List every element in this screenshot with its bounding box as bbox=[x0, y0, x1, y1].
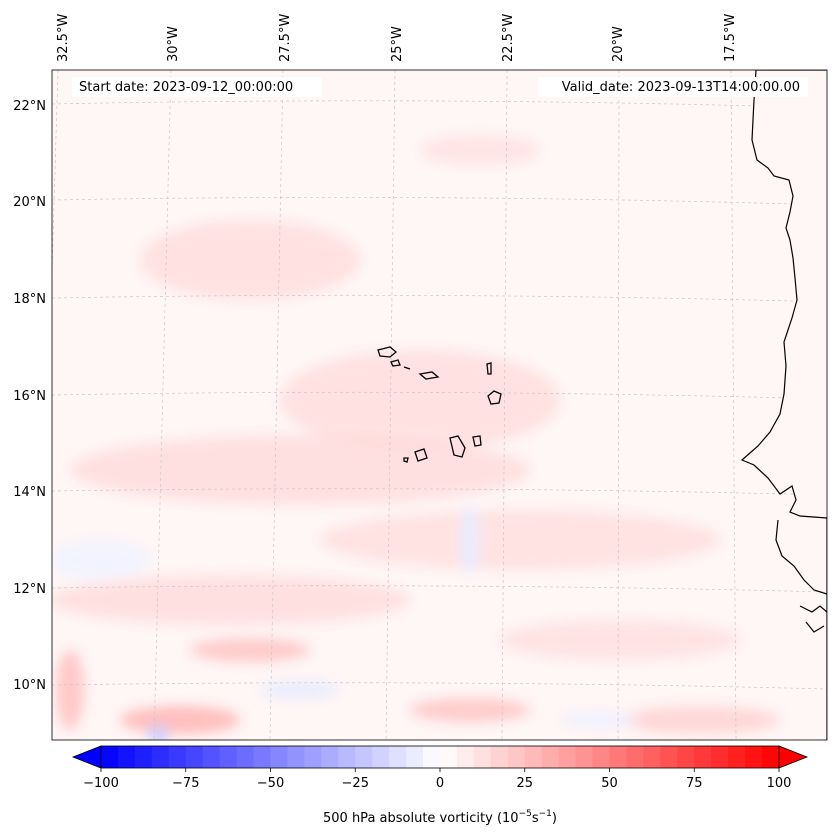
colorbar-segment bbox=[490, 746, 509, 768]
colorbar-segment bbox=[558, 746, 577, 768]
colorbar-tick-label: −25 bbox=[342, 776, 369, 791]
colorbar-tick-label: 75 bbox=[686, 776, 703, 791]
colorbar-segment bbox=[321, 746, 339, 768]
colorbar-tick-label: 0 bbox=[436, 776, 444, 791]
colorbar-tick-label: 25 bbox=[516, 776, 533, 791]
colorbar-segment bbox=[423, 746, 441, 768]
colorbar-tick-label: −75 bbox=[172, 776, 199, 791]
colorbar-segment bbox=[134, 746, 153, 768]
colorbar-segment bbox=[117, 746, 136, 768]
colorbar-segment bbox=[524, 746, 543, 768]
lon-label-17-5w: 17.5°W bbox=[723, 14, 738, 62]
longitude-labels: 32.5°W 30°W 27.5°W 25°W 22.5°W 20°W 17.5… bbox=[56, 14, 738, 62]
lon-label-25w: 25°W bbox=[390, 26, 405, 62]
colorbar-tick-label: 50 bbox=[601, 776, 618, 791]
africa-coastline bbox=[740, 70, 827, 740]
map-panel: Start date: 2023-09-12_00:00:00 Valid_da… bbox=[52, 70, 827, 740]
colorbar-segment bbox=[745, 746, 763, 768]
colorbar-segment bbox=[711, 746, 729, 768]
graticule bbox=[52, 70, 827, 740]
lat-label-16n: 16°N bbox=[13, 389, 46, 404]
colorbar-segment bbox=[253, 746, 272, 768]
lon-label-30w: 30°W bbox=[166, 26, 181, 62]
colorbar-segment bbox=[728, 746, 746, 768]
colorbar-segment bbox=[677, 746, 695, 768]
lat-label-14n: 14°N bbox=[13, 485, 46, 500]
colorbar-segment bbox=[270, 746, 289, 768]
colorbar-segment bbox=[101, 746, 119, 768]
start-date-label: Start date: 2023-09-12_00:00:00 bbox=[79, 80, 293, 95]
colorbar-segment bbox=[389, 746, 407, 768]
colorbar-segment bbox=[406, 746, 424, 768]
colorbar-low-extend bbox=[71, 745, 102, 769]
senegal-gambia-coast bbox=[775, 519, 827, 633]
colorbar-segments bbox=[101, 746, 780, 768]
latitude-labels: 22°N 20°N 18°N 16°N 14°N 12°N 10°N bbox=[13, 99, 46, 693]
colorbar-tick-label: −100 bbox=[83, 776, 119, 791]
colorbar: −100 −75 −50 −25 0 25 50 75 100 500 hPa absolute… bbox=[71, 745, 809, 826]
colorbar-segment bbox=[507, 746, 526, 768]
lat-label-18n: 18°N bbox=[13, 292, 46, 307]
colorbar-segment bbox=[355, 746, 373, 768]
colorbar-segment bbox=[151, 746, 170, 768]
colorbar-segment bbox=[372, 746, 390, 768]
colorbar-segment bbox=[541, 746, 560, 768]
colorbar-segment bbox=[694, 746, 712, 768]
colorbar-segment bbox=[592, 746, 611, 768]
colorbar-segment bbox=[456, 746, 475, 768]
lat-label-10n: 10°N bbox=[13, 678, 46, 693]
colorbar-segment bbox=[202, 746, 221, 768]
lon-label-22-5w: 22.5°W bbox=[501, 14, 516, 62]
map-border bbox=[51, 69, 828, 741]
colorbar-segment bbox=[440, 746, 458, 768]
colorbar-title: 500 hPa absolute vorticity (10−5s−1) bbox=[323, 809, 557, 826]
lon-label-32-5w: 32.5°W bbox=[56, 14, 71, 62]
colorbar-tick-label: −50 bbox=[257, 776, 284, 791]
colorbar-segment bbox=[168, 746, 187, 768]
colorbar-segment bbox=[660, 746, 678, 768]
colorbar-segment bbox=[643, 746, 661, 768]
colorbar-segment bbox=[762, 746, 780, 768]
colorbar-segment bbox=[338, 746, 356, 768]
vorticity-field bbox=[52, 135, 780, 740]
cape-verde-islands bbox=[377, 346, 502, 463]
colorbar-segment bbox=[236, 746, 255, 768]
lon-label-27-5w: 27.5°W bbox=[278, 14, 293, 62]
lon-label-20w: 20°W bbox=[611, 26, 626, 62]
colorbar-segment bbox=[219, 746, 238, 768]
colorbar-segment bbox=[287, 746, 305, 768]
colorbar-ticks: −100 −75 −50 −25 0 25 50 75 100 bbox=[83, 768, 791, 791]
lat-label-20n: 20°N bbox=[13, 195, 46, 210]
colorbar-segment bbox=[626, 746, 644, 768]
colorbar-tick-label: 100 bbox=[767, 776, 792, 791]
colorbar-high-extend bbox=[778, 745, 809, 769]
lat-label-12n: 12°N bbox=[13, 582, 46, 597]
colorbar-segment bbox=[473, 746, 492, 768]
colorbar-segment bbox=[575, 746, 594, 768]
valid-date-box bbox=[538, 77, 808, 97]
lat-label-22n: 22°N bbox=[13, 99, 46, 114]
valid-date-label: Valid_date: 2023-09-13T14:00:00.00 bbox=[562, 80, 800, 95]
start-date-box bbox=[72, 77, 322, 97]
colorbar-segment bbox=[304, 746, 322, 768]
colorbar-segment bbox=[185, 746, 204, 768]
colorbar-segment bbox=[609, 746, 628, 768]
